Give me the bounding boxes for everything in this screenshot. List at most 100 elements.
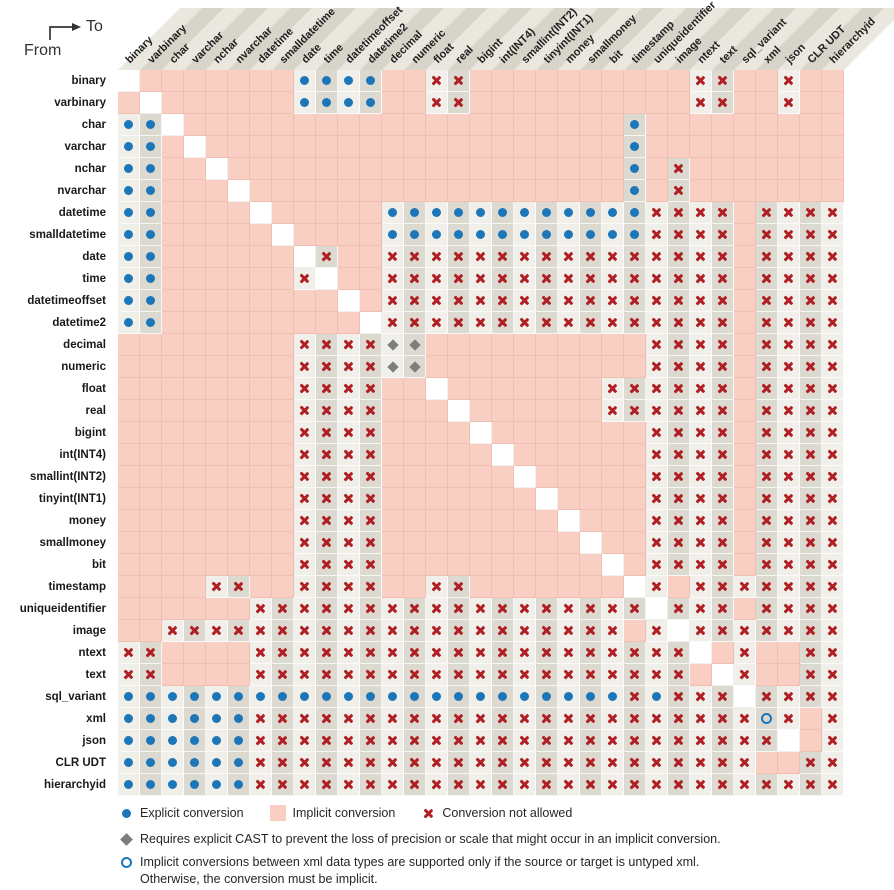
dot-icon	[190, 692, 199, 701]
x-icon	[761, 427, 772, 438]
matrix-row-date	[118, 246, 844, 268]
cell-binary-to-xml	[756, 70, 778, 92]
cell-varbinary-to-real	[448, 92, 470, 114]
cell-varchar-to-CLR UDT	[800, 136, 822, 158]
cell-sql_variant-to-datetime2	[360, 686, 382, 708]
cell-datetime2-to-datetimeoffset	[338, 312, 360, 334]
dot-icon	[454, 208, 463, 217]
cell-timestamp-to-numeric	[404, 576, 426, 598]
cell-timestamp-to-tinyint(INT1)	[536, 576, 558, 598]
circle-icon	[761, 713, 772, 724]
cell-smallmoney-to-json	[778, 532, 800, 554]
cell-char-to-nchar	[206, 114, 228, 136]
x-icon	[695, 713, 706, 724]
cell-smallint(INT2)-to-datetimeoffset	[338, 466, 360, 488]
cell-real-to-smallmoney	[580, 400, 602, 422]
cell-CLR UDT-to-hierarchyid	[822, 752, 844, 774]
row-label-binary: binary	[71, 75, 106, 87]
cell-char-to-smalldatetime	[272, 114, 294, 136]
x-icon	[827, 647, 838, 658]
cell-smallint(INT2)-to-smallmoney	[580, 466, 602, 488]
x-icon	[365, 603, 376, 614]
cell-date-to-bit	[602, 246, 624, 268]
cell-decimal-to-ntext	[690, 334, 712, 356]
cell-date-to-smalldatetime	[272, 246, 294, 268]
cell-text-to-smallmoney	[580, 664, 602, 686]
x-icon	[563, 295, 574, 306]
cell-CLR UDT-to-smalldatetime	[272, 752, 294, 774]
cell-nchar-to-sql_variant	[734, 158, 756, 180]
matrix-row-nvarchar	[118, 180, 844, 202]
cell-binary-to-float	[426, 70, 448, 92]
cell-hierarchyid-to-CLR UDT	[800, 774, 822, 796]
cell-numeric-to-varchar	[184, 356, 206, 378]
cell-uniqueidentifier-to-text	[712, 598, 734, 620]
cell-real-to-ntext	[690, 400, 712, 422]
cell-datetime2-to-nvarchar	[228, 312, 250, 334]
cell-char-to-smallmoney	[580, 114, 602, 136]
cell-datetime-to-binary	[118, 202, 140, 224]
x-icon	[805, 515, 816, 526]
cell-bit-to-xml	[756, 554, 778, 576]
row-label-ntext: ntext	[78, 647, 106, 659]
x-icon	[827, 229, 838, 240]
cell-numeric-to-sql_variant	[734, 356, 756, 378]
x-icon	[673, 537, 684, 548]
legend-not-allowed: Conversion not allowed	[421, 805, 572, 821]
cell-uniqueidentifier-to-CLR UDT	[800, 598, 822, 620]
x-icon	[783, 383, 794, 394]
x-icon	[299, 515, 310, 526]
cell-datetime-to-tinyint(INT1)	[536, 202, 558, 224]
cell-date-to-ntext	[690, 246, 712, 268]
x-icon	[651, 361, 662, 372]
cell-char-to-timestamp	[624, 114, 646, 136]
cell-nvarchar-to-tinyint(INT1)	[536, 180, 558, 202]
cell-xml-to-char	[162, 708, 184, 730]
dot-icon	[410, 230, 419, 239]
cell-sql_variant-to-varbinary	[140, 686, 162, 708]
dot-icon	[146, 208, 155, 217]
cell-smallint(INT2)-to-varchar	[184, 466, 206, 488]
x-icon	[607, 669, 618, 680]
x-icon	[541, 713, 552, 724]
dot-icon	[542, 230, 551, 239]
x-icon	[717, 603, 728, 614]
cell-CLR UDT-to-ntext	[690, 752, 712, 774]
x-icon	[255, 713, 266, 724]
cell-money-to-time	[316, 510, 338, 532]
matrix-row-datetime2	[118, 312, 844, 334]
cell-decimal-to-numeric	[404, 334, 426, 356]
cell-bigint-to-nchar	[206, 422, 228, 444]
x-icon	[805, 361, 816, 372]
cell-nvarchar-to-text	[712, 180, 734, 202]
cell-ntext-to-text	[712, 642, 734, 664]
cell-nvarchar-to-varchar	[184, 180, 206, 202]
cell-bit-to-datetimeoffset	[338, 554, 360, 576]
cell-varchar-to-hierarchyid	[822, 136, 844, 158]
cell-xml-to-xml	[756, 708, 778, 730]
cell-nchar-to-text	[712, 158, 734, 180]
x-icon	[651, 273, 662, 284]
row-label-smalldatetime: smalldatetime	[29, 229, 106, 241]
cell-binary-to-decimal	[382, 70, 404, 92]
cell-decimal-to-nchar	[206, 334, 228, 356]
cell-decimal-to-money	[558, 334, 580, 356]
cell-int(INT4)-to-nchar	[206, 444, 228, 466]
x-icon	[453, 251, 464, 262]
dot-icon	[432, 692, 441, 701]
cell-smallmoney-to-bigint	[470, 532, 492, 554]
matrix-row-smalldatetime	[118, 224, 844, 246]
cell-hierarchyid-to-datetime	[250, 774, 272, 796]
cell-uniqueidentifier-to-bigint	[470, 598, 492, 620]
dot-icon	[234, 780, 243, 789]
cell-xml-to-binary	[118, 708, 140, 730]
cell-time-to-varbinary	[140, 268, 162, 290]
cell-smallmoney-to-text	[712, 532, 734, 554]
x-icon	[343, 625, 354, 636]
cell-bigint-to-datetime	[250, 422, 272, 444]
row-label-decimal: decimal	[63, 339, 106, 351]
x-icon	[827, 471, 838, 482]
cell-datetime-to-nvarchar	[228, 202, 250, 224]
cell-xml-to-text	[712, 708, 734, 730]
cell-smallint(INT2)-to-json	[778, 466, 800, 488]
